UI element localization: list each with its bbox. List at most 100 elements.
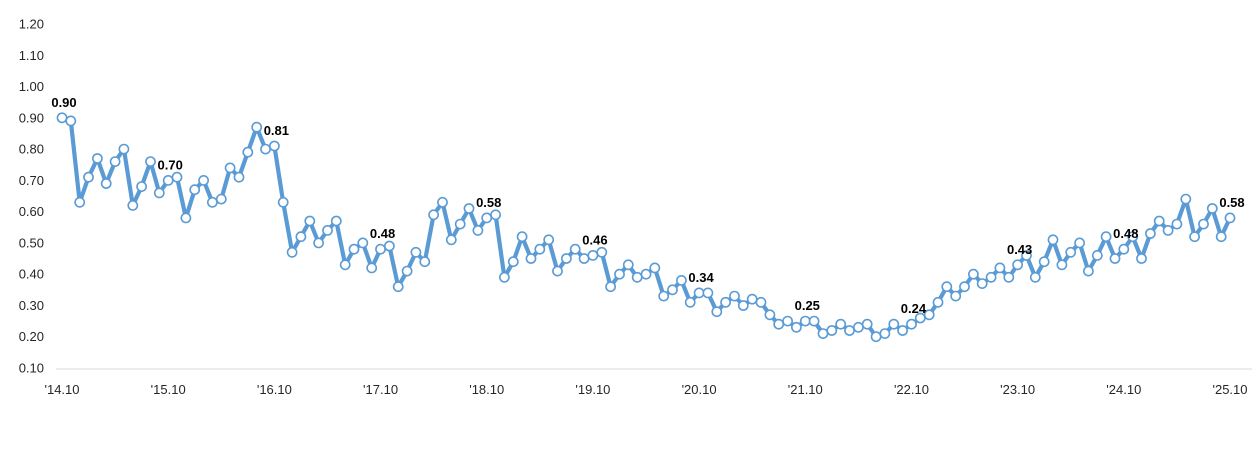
data-point-marker [959,281,970,293]
data-point-marker [870,331,882,343]
data-point-marker [968,268,979,280]
data-point-marker [676,274,687,286]
y-axis-tick-label: 1.20 [19,17,44,32]
data-point-marker [437,196,448,208]
data-point-marker [498,271,510,283]
x-axis-tick-label: '19.10 [575,382,610,397]
data-point-marker [383,240,395,252]
data-point-label: 0.48 [370,226,395,241]
data-point-marker [976,278,988,289]
x-axis-tick-label: '25.10 [1212,382,1247,397]
y-axis-tick-label: 0.90 [19,110,44,125]
x-axis-tick-label: '18.10 [469,382,504,397]
data-point-marker [65,115,77,127]
data-point-marker [1056,259,1068,271]
data-point-marker [313,237,324,249]
data-point-marker [507,256,519,268]
data-point-marker [472,224,484,236]
data-point-label: 0.34 [688,270,714,285]
data-point-marker [994,262,1006,274]
y-axis-tick-label: 0.50 [19,235,44,250]
data-point-marker [897,325,908,336]
data-point-marker [755,296,767,308]
data-point-label: 0.58 [476,195,501,210]
data-point-marker [1127,231,1139,243]
data-point-marker [198,174,209,186]
data-point-marker [817,328,829,339]
data-point-marker [1118,243,1130,255]
data-point-marker [206,196,218,208]
data-point-marker [109,156,121,167]
data-point-marker [764,309,776,321]
data-point-marker [242,146,254,158]
data-point-marker [906,318,917,330]
data-point-marker [684,296,696,308]
data-point-marker [251,121,263,133]
data-point-marker [1021,249,1032,261]
data-point-marker [295,231,307,243]
data-point-marker [853,321,864,333]
data-point-marker [782,315,793,327]
data-point-marker [746,293,758,305]
data-point-marker [534,243,546,255]
data-point-marker [392,281,404,293]
data-point-marker [888,318,900,330]
data-point-marker [74,196,86,208]
x-axis-tick-label: '15.10 [151,382,186,397]
data-point-marker [1065,246,1077,258]
data-point-marker [1038,256,1050,268]
data-point-marker [1091,249,1103,261]
data-point-marker [667,284,678,296]
data-point-marker [180,212,192,224]
data-point-marker [861,318,873,330]
data-point-marker [268,140,280,152]
y-axis-tick-label: 1.00 [19,79,44,94]
data-point-marker [1029,271,1041,283]
data-point-marker [118,143,130,155]
data-point-marker [357,237,369,249]
data-point-marker [419,256,431,268]
data-point-marker [950,290,962,302]
data-point-marker [1100,231,1112,243]
y-axis-tick-label: 0.10 [19,361,44,376]
data-point-marker [711,306,723,318]
data-point-marker [923,309,935,321]
y-axis-tick-label: 0.80 [19,142,44,157]
data-point-marker [83,171,94,183]
data-point-marker [1180,193,1192,205]
data-point-marker [799,315,811,327]
data-point-marker [614,268,625,280]
data-point-marker [808,315,820,327]
data-point-marker [1189,231,1200,243]
data-point-marker [1083,265,1094,277]
y-axis-tick-label: 0.70 [19,173,44,188]
data-point-marker [153,187,165,199]
data-point-marker [525,253,537,264]
data-point-marker [428,209,439,221]
y-axis-tick-label: 1.10 [19,48,44,63]
data-point-marker [1003,271,1015,283]
data-point-marker [835,318,847,330]
y-axis-tick-label: 0.40 [19,267,44,282]
data-point-marker [1224,212,1236,224]
data-point-marker [631,271,643,283]
x-axis-tick-label: '22.10 [894,382,929,397]
data-point-marker [729,290,740,302]
data-point-marker [1012,259,1023,271]
data-point-marker [569,243,581,255]
y-axis-tick-label: 0.20 [19,329,44,344]
data-point-label: 0.24 [901,301,927,316]
data-point-marker [410,246,422,258]
data-point-marker [481,212,493,224]
data-point-marker [454,218,466,230]
data-point-marker [985,271,997,283]
data-point-marker [578,253,590,264]
data-point-label: 0.43 [1007,242,1032,257]
y-axis-tick-label: 0.30 [19,298,44,313]
data-point-marker [622,259,634,271]
data-point-marker [322,224,333,236]
data-point-marker [286,246,298,258]
data-point-marker [127,199,139,211]
data-point-label: 0.70 [158,157,183,172]
